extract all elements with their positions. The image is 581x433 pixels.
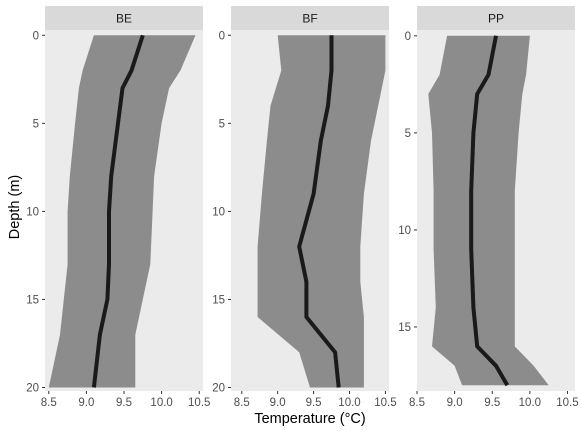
mean-temperature-line	[469, 35, 510, 387]
panel-strip	[45, 6, 203, 30]
y-tick-label: 0	[33, 30, 39, 42]
y-tick-label: 20	[26, 382, 39, 394]
confidence-band	[257, 35, 386, 388]
confidence-band	[428, 35, 549, 386]
panel-strip	[231, 6, 389, 30]
y-tick-label: 10	[398, 225, 411, 237]
y-tick-label: 5	[219, 118, 225, 130]
mean-temperature-line	[297, 35, 341, 388]
y-tick-label: 20	[212, 382, 225, 394]
panel-pp: PP 0 5 10 15 8.5 9.0 9.5 10.0 10.5	[398, 6, 579, 409]
x-tick-label: 10.0	[150, 397, 172, 409]
mean-temperature-line	[91, 34, 145, 388]
y-tick-label: 15	[26, 294, 39, 306]
y-tick-label: 5	[33, 118, 39, 130]
x-tick-label: 9.0	[447, 397, 463, 409]
panel-strip-label: PP	[488, 12, 504, 26]
x-tick-label: 9.5	[306, 397, 322, 409]
x-tick-label: 10.5	[374, 397, 396, 409]
x-tick-label: 8.5	[409, 397, 425, 409]
x-tick-label: 9.5	[484, 397, 500, 409]
x-tick-label: 10.5	[556, 397, 578, 409]
x-axis-title: Temperature (°C)	[254, 411, 365, 427]
y-tick-label: 15	[212, 294, 225, 306]
x-tick-label: 8.5	[234, 397, 250, 409]
confidence-band	[48, 35, 196, 388]
y-tick-label: 5	[405, 128, 411, 140]
panel-be: BE 0 5 10 15 208.5 9.0 9.5 10.0 10.5	[26, 6, 210, 409]
x-tick-label: 10.5	[188, 397, 210, 409]
y-tick-label: 15	[398, 322, 411, 334]
panel-bf: BF 0 5 10 15 20 8.5 9.0 9.5 10.0 10.5	[212, 6, 397, 409]
x-tick-label: 10.0	[519, 397, 541, 409]
y-tick-label: 0	[219, 30, 225, 42]
x-tick-label: 9.0	[78, 397, 94, 409]
y-axis-title: Depth (m)	[7, 175, 23, 239]
y-tick-label: 10	[26, 206, 39, 218]
panel-strip	[417, 6, 575, 30]
x-tick-label: 8.5	[41, 397, 57, 409]
x-tick-label: 10.0	[338, 397, 360, 409]
panel-strip-label: BF	[302, 12, 317, 26]
panel-strip-label: BE	[116, 12, 132, 26]
y-tick-label: 0	[405, 31, 411, 43]
y-tick-label: 10	[212, 206, 225, 218]
x-tick-label: 9.5	[116, 397, 132, 409]
x-tick-label: 9.0	[270, 397, 286, 409]
